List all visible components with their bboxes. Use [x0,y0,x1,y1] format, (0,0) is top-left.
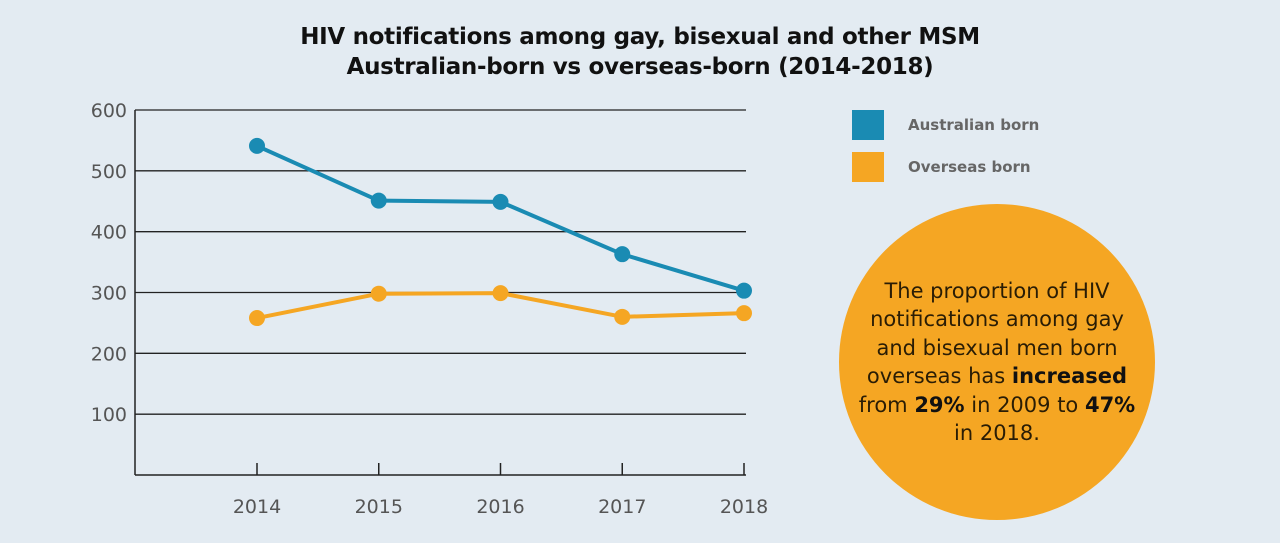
callout-segment: The proportion of HIV notifications amon… [866,278,1124,389]
data-point [736,282,752,299]
callout-segment: in 2018. [954,421,1040,445]
callout-emphasis: 29% [914,392,965,417]
legend-item-australian: Australian born [852,110,1039,140]
y-tick-label: 600 [91,100,127,122]
legend-item-overseas: Overseas born [852,152,1031,182]
subtitle-line: Australian-born vs overseas-born (2014-2… [346,54,934,80]
callout-segment: from [858,392,915,417]
x-tick-label: 2015 [355,496,403,518]
y-tick-label: 100 [91,404,127,426]
data-point [736,305,752,322]
callout-segment: in 2009 to [964,392,1085,417]
callout-bubble: The proportion of HIV notifications amon… [839,204,1155,520]
data-point [249,310,265,327]
title-line: HIV notifications among gay, bisexual an… [300,24,980,50]
legend-swatch [852,152,884,182]
series-line-australian [256,144,745,293]
data-point [370,285,387,302]
data-point [492,285,509,302]
data-point [614,308,631,325]
callout-emphasis: increased [1011,364,1128,388]
data-point [614,246,631,263]
legend-swatch [852,110,884,140]
x-tick-label: 2016 [476,496,524,518]
legend-label: Australian born [908,116,1040,134]
y-tick-label: 400 [91,222,127,244]
data-point [249,137,265,154]
y-tick-label: 200 [91,343,127,365]
x-tick-label: 2014 [233,496,281,518]
callout-emphasis: 47% [1084,392,1136,417]
legend-label: Overseas born [908,158,1031,176]
x-tick-label: 2018 [720,496,768,518]
callout-text: The proportion of HIV notifications amon… [852,277,1142,448]
y-tick-label: 300 [91,283,127,305]
x-tick-label: 2017 [598,496,646,518]
y-tick-label: 500 [91,161,127,183]
data-point [492,193,509,210]
data-point [370,192,387,209]
chart-title: HIV notifications among gay, bisexual an… [240,22,1040,82]
